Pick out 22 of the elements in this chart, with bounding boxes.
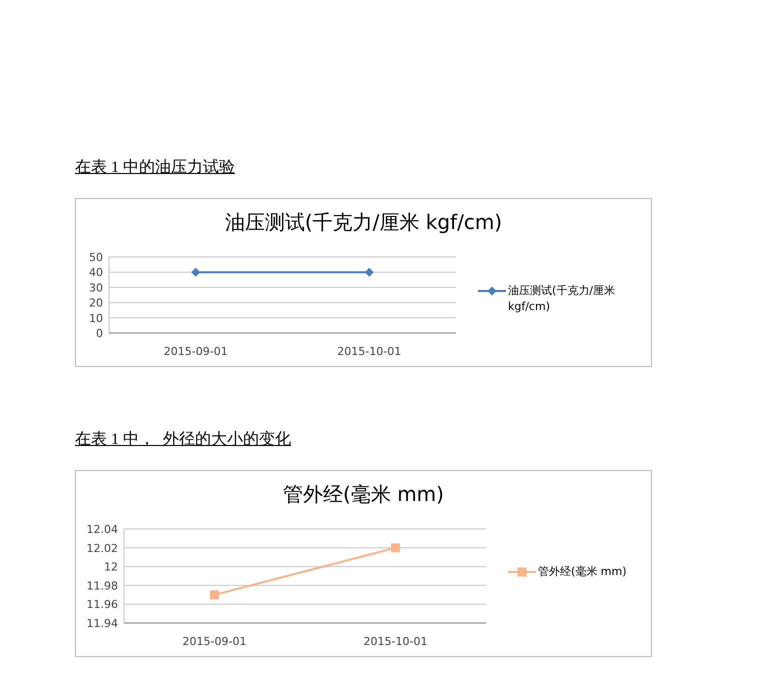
text: 在表 1 中的油压力试验 bbox=[75, 158, 235, 178]
text: 在表 1 中， 外径的大小的变化 bbox=[75, 430, 291, 450]
y-tick-label: 10 bbox=[89, 312, 103, 325]
y-tick-label: 11.96 bbox=[86, 598, 118, 612]
x-tick-label: 2015-10-01 bbox=[364, 635, 428, 648]
y-tick-label: 50 bbox=[89, 251, 103, 264]
y-tick-label: 0 bbox=[96, 327, 103, 340]
legend-label: 油压测试(千克力/厘米 kgf/cm) bbox=[508, 284, 615, 313]
y-tick-label: 30 bbox=[89, 281, 103, 294]
x-tick-label: 2015-09-01 bbox=[164, 345, 228, 358]
chart-title: 油压测试(千克力/厘米 kgf/cm) bbox=[224, 209, 504, 236]
chart-title: 管外经(毫米 mm) bbox=[282, 481, 445, 508]
y-tick-label: 11.98 bbox=[86, 579, 118, 592]
y-tick-label: 20 bbox=[89, 296, 103, 310]
x-tick-label: 2015-10-01 bbox=[337, 345, 402, 358]
x-tick-label: 2015-09-01 bbox=[182, 635, 246, 648]
legend-label: 管外经(毫米 mm) bbox=[538, 565, 627, 578]
y-tick-label: 12 bbox=[104, 560, 118, 574]
y-tick-label: 12.04 bbox=[86, 523, 118, 536]
y-tick-label: 12.02 bbox=[86, 542, 118, 555]
y-tick-label: 40 bbox=[89, 266, 103, 280]
y-tick-label: 11.94 bbox=[86, 617, 118, 630]
